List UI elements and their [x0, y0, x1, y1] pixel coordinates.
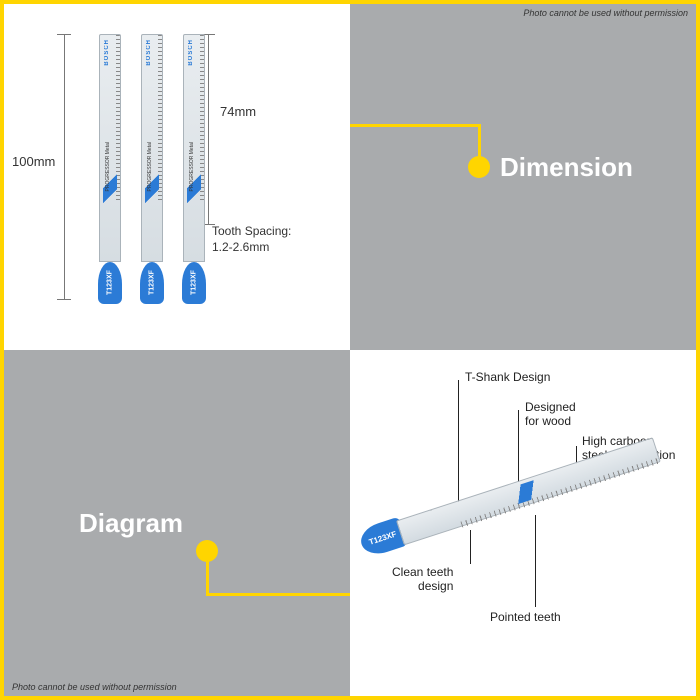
- infographic-frame: 100mm 74mm BOSCH PROGRESSOR Metal T123XF: [0, 0, 700, 700]
- diagram-blade: T123XF: [396, 437, 661, 545]
- blade-shank: T123XF: [140, 262, 164, 304]
- quadrant-dimension-image: 100mm 74mm BOSCH PROGRESSOR Metal T123XF: [4, 4, 350, 350]
- blade-shank: T123XF: [98, 262, 122, 304]
- callout-clean: Clean teeth design: [392, 565, 453, 593]
- callout-pointed: Pointed teeth: [490, 610, 561, 624]
- tooth-spacing-note: Tooth Spacing: 1.2-2.6mm: [212, 224, 291, 255]
- quadrant-diagram-image: T-Shank Design Designed for wood High ca…: [350, 350, 696, 696]
- blade: BOSCH PROGRESSOR Metal T123XF: [180, 34, 208, 304]
- blade-group: BOSCH PROGRESSOR Metal T123XF BOSCH PROG…: [96, 34, 208, 304]
- disclaimer-bottom: Photo cannot be used without permission: [12, 682, 177, 692]
- dim-line-100: [64, 34, 65, 299]
- dim-74-label: 74mm: [220, 104, 256, 119]
- blade: BOSCH PROGRESSOR Metal T123XF: [138, 34, 166, 304]
- callout-wood: Designed for wood: [525, 400, 576, 428]
- disclaimer-top: Photo cannot be used without permission: [523, 8, 688, 18]
- callout-tshank: T-Shank Design: [465, 370, 550, 384]
- section-title-dimension: Dimension: [500, 152, 633, 183]
- section-title-diagram: Diagram: [79, 508, 183, 539]
- quadrant-diagram-label: Photo cannot be used without permission …: [4, 350, 350, 696]
- quadrant-dimension-label: Photo cannot be used without permission …: [350, 4, 696, 350]
- blade-shank: T123XF: [182, 262, 206, 304]
- dim-line-74: [208, 34, 209, 224]
- blade: BOSCH PROGRESSOR Metal T123XF: [96, 34, 124, 304]
- dim-100-label: 100mm: [12, 154, 55, 169]
